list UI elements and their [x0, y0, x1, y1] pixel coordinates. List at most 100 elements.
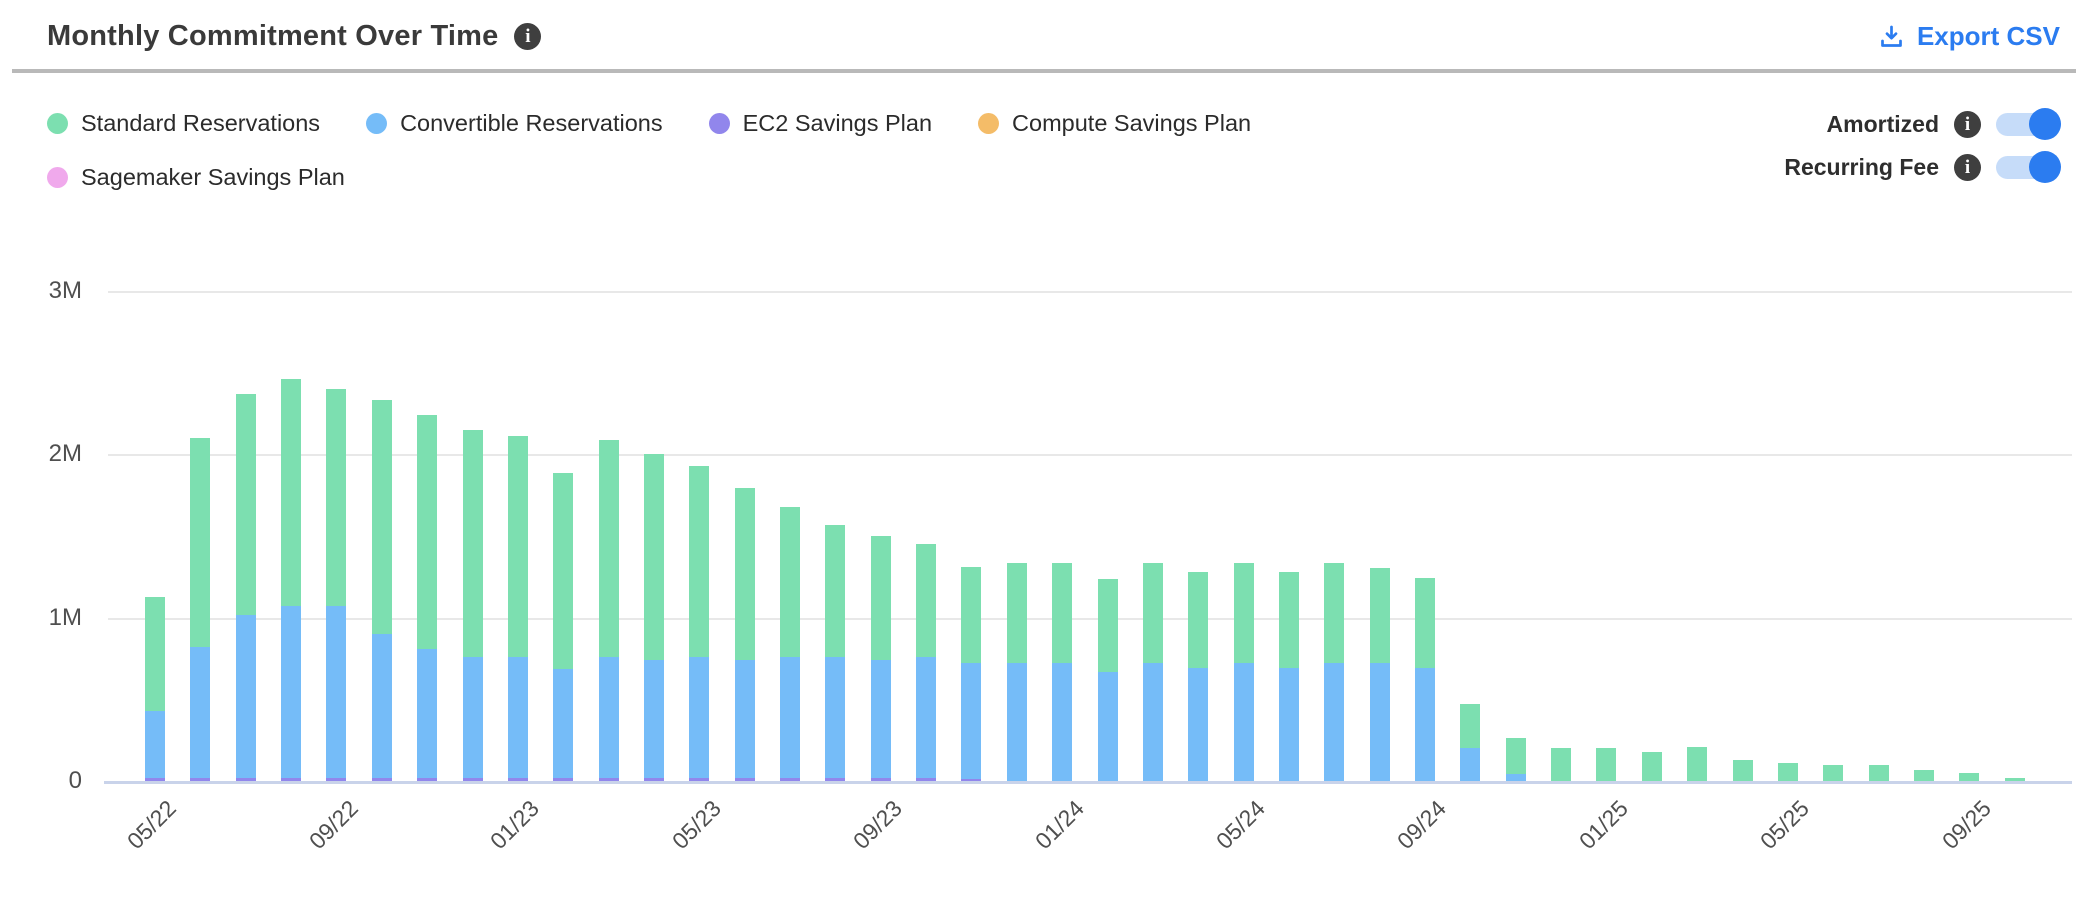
y-axis-label-0: 0: [68, 767, 82, 794]
segment-standard-reservations: [734, 488, 755, 660]
bar-01/25[interactable]: [1596, 748, 1617, 781]
segment-standard-reservations: [417, 415, 438, 649]
bar-05/25[interactable]: [1777, 763, 1798, 781]
segment-convertible-reservations: [870, 660, 891, 778]
bar-04/24[interactable]: [1188, 572, 1209, 781]
bar-02/23[interactable]: [553, 473, 574, 781]
amortized-toggle[interactable]: [1996, 108, 2061, 140]
bar-03/23[interactable]: [598, 440, 619, 781]
export-csv-label: Export CSV: [1916, 21, 2060, 51]
bar-02/25[interactable]: [1641, 752, 1662, 781]
segment-convertible-reservations: [507, 657, 528, 778]
bar-10/23[interactable]: [916, 544, 937, 781]
segment-standard-reservations: [1505, 738, 1526, 774]
bar-12/23[interactable]: [1006, 563, 1027, 781]
segment-standard-reservations: [1687, 747, 1708, 781]
segment-standard-reservations: [1868, 765, 1889, 781]
download-icon: [1881, 25, 1902, 47]
segment-convertible-reservations: [916, 657, 937, 778]
toggle-row-amortized: Amortized i: [1827, 108, 2062, 140]
legend-item-compute-savings-plan[interactable]: Compute Savings Plan: [978, 109, 1251, 137]
bar-04/23[interactable]: [643, 454, 664, 781]
bar-07/23[interactable]: [780, 507, 800, 781]
header-divider: [12, 69, 2076, 73]
bar-06/23[interactable]: [734, 488, 755, 781]
bar-07/22[interactable]: [235, 394, 256, 781]
bar-02/24[interactable]: [1097, 579, 1118, 781]
segment-standard-reservations: [1278, 572, 1299, 668]
segment-convertible-reservations: [462, 657, 483, 778]
bar-10/24[interactable]: [1460, 704, 1481, 781]
segment-standard-reservations: [916, 544, 937, 657]
segment-convertible-reservations: [1097, 672, 1118, 781]
segment-convertible-reservations: [1188, 668, 1209, 781]
bar-05/23[interactable]: [689, 466, 710, 781]
bar-06/22[interactable]: [190, 438, 211, 781]
legend-item-standard-reservations[interactable]: Standard Reservations: [47, 109, 320, 137]
segment-convertible-reservations: [825, 657, 846, 778]
segment-standard-reservations: [689, 466, 710, 657]
bar-08/24[interactable]: [1369, 568, 1390, 781]
segment-convertible-reservations: [371, 634, 392, 778]
bar-10/25[interactable]: [2004, 778, 2025, 781]
bar-05/24[interactable]: [1233, 563, 1254, 781]
bar-11/23[interactable]: [961, 567, 982, 781]
bar-09/22[interactable]: [326, 389, 347, 781]
bar-09/23[interactable]: [870, 536, 891, 781]
info-icon[interactable]: i: [514, 23, 542, 50]
segment-ec2-savings-plan: [371, 778, 392, 781]
export-csv-button[interactable]: Export CSV: [1878, 21, 2060, 52]
bar-06/24[interactable]: [1278, 572, 1299, 781]
bar-12/22[interactable]: [462, 430, 483, 781]
legend-label: Sagemaker Savings Plan: [81, 163, 345, 190]
legend-item-ec2-savings-plan[interactable]: EC2 Savings Plan: [708, 109, 932, 137]
segment-standard-reservations: [553, 473, 574, 669]
y-axis-label-2M: 2M: [48, 440, 82, 468]
bar-03/24[interactable]: [1142, 563, 1163, 781]
bar-06/25[interactable]: [1823, 765, 1844, 781]
info-icon[interactable]: i: [1954, 111, 1981, 138]
segment-convertible-reservations: [598, 657, 619, 778]
y-axis-label-1M: 1M: [48, 603, 82, 631]
bar-05/22[interactable]: [145, 597, 165, 781]
segment-convertible-reservations: [417, 649, 438, 778]
segment-convertible-reservations: [1324, 663, 1345, 781]
legend-dot: [978, 112, 1000, 134]
recurring-fee-toggle[interactable]: [1996, 151, 2061, 183]
bar-08/22[interactable]: [281, 379, 302, 781]
bar-08/23[interactable]: [825, 525, 846, 781]
bar-12/24[interactable]: [1551, 748, 1572, 781]
bar-03/25[interactable]: [1687, 747, 1708, 781]
segment-convertible-reservations: [1006, 663, 1027, 781]
segment-standard-reservations: [1823, 765, 1844, 781]
segment-convertible-reservations: [1142, 663, 1163, 781]
legend-item-sagemaker-savings-plan[interactable]: Sagemaker Savings Plan: [47, 163, 345, 191]
segment-convertible-reservations: [1052, 663, 1073, 781]
segment-standard-reservations: [190, 438, 211, 647]
segment-convertible-reservations: [1233, 663, 1254, 781]
bar-09/24[interactable]: [1415, 578, 1435, 781]
bar-01/24[interactable]: [1052, 563, 1073, 781]
bar-11/24[interactable]: [1505, 738, 1526, 781]
legend-label: Convertible Reservations: [400, 109, 663, 136]
bar-09/25[interactable]: [1959, 773, 1980, 781]
segment-standard-reservations: [598, 440, 619, 657]
segment-ec2-savings-plan: [916, 778, 937, 781]
bar-10/22[interactable]: [371, 400, 392, 781]
bar-11/22[interactable]: [417, 415, 438, 781]
segment-convertible-reservations: [281, 606, 302, 778]
bar-08/25[interactable]: [1913, 770, 1934, 781]
bar-04/25[interactable]: [1732, 760, 1753, 781]
segment-convertible-reservations: [689, 657, 710, 778]
legend-item-convertible-reservations[interactable]: Convertible Reservations: [366, 109, 663, 137]
bar-01/23[interactable]: [507, 436, 528, 781]
legend-label: Standard Reservations: [81, 109, 321, 136]
segment-ec2-savings-plan: [190, 778, 211, 781]
bar-07/24[interactable]: [1324, 563, 1345, 781]
segment-ec2-savings-plan: [462, 778, 483, 781]
info-icon[interactable]: i: [1954, 154, 1981, 181]
segment-standard-reservations: [2004, 778, 2025, 781]
segment-standard-reservations: [326, 389, 347, 606]
segment-standard-reservations: [1777, 763, 1798, 781]
bar-07/25[interactable]: [1868, 765, 1889, 781]
